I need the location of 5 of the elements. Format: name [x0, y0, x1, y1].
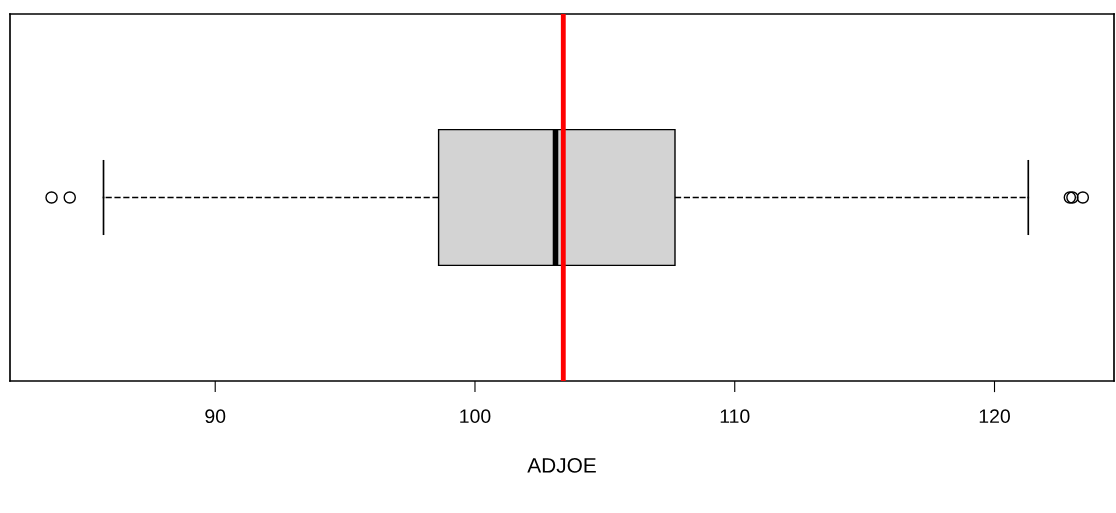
x-tick-label: 120: [979, 409, 1010, 424]
x-tick-label: 100: [460, 409, 491, 424]
x-tick-label: 110: [720, 409, 750, 424]
x-tick-label: 90: [205, 409, 226, 424]
x-axis-title: ADJOE: [527, 458, 596, 473]
